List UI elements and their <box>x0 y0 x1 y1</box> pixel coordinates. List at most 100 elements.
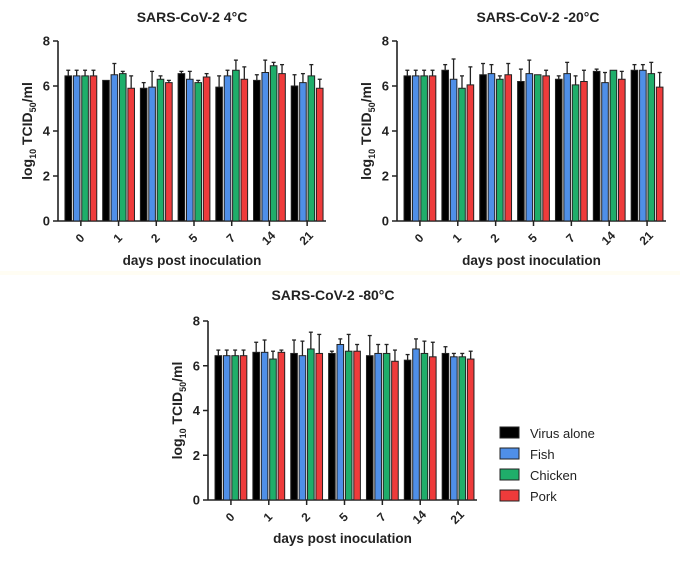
bar-virus-alone-day-1 <box>441 69 449 222</box>
bar-chicken-day-1 <box>458 87 466 222</box>
chart-4c: SARS-CoV-2 4°C 0 2 4 6 8 log10 TCID50/ml 0 1 2 5 7 1… <box>19 9 326 268</box>
chart-panel-minus80c: SARS-CoV-2 -80°C 0 2 4 6 8 log10 TCID50/ml 0 1 2 5… <box>160 278 680 567</box>
bar-fish-day-7 <box>374 352 382 501</box>
bar-chicken-day-0 <box>81 75 89 222</box>
bar-pork-day-7 <box>580 81 588 222</box>
bar-fish-day-5 <box>525 73 534 222</box>
y-tick-label: 0 <box>193 493 200 508</box>
y-tick-label: 8 <box>43 34 50 49</box>
bar-fish-day-14 <box>412 348 420 501</box>
bar-chicken-day-2 <box>496 78 504 222</box>
y-tick-label: 0 <box>382 214 389 229</box>
bar-fish-day-0 <box>411 75 420 222</box>
bar-fish-day-1 <box>110 74 119 222</box>
bar-chicken-day-0 <box>231 355 239 501</box>
panel-divider <box>0 271 680 275</box>
y-tick-label: 2 <box>193 448 200 463</box>
bar-chicken-day-7 <box>232 69 240 222</box>
bar-pork-day-1 <box>466 84 475 222</box>
x-tick-label: 5 <box>186 231 201 246</box>
bar-pork-day-0 <box>428 75 437 222</box>
bar-virus-alone-day-7 <box>215 86 223 222</box>
x-tick-label: 5 <box>336 510 351 525</box>
bar-fish-day-0 <box>222 355 231 501</box>
bar-chicken-day-7 <box>382 352 391 501</box>
bar-fish-day-2 <box>148 86 156 222</box>
x-tick-label: 5 <box>525 231 540 246</box>
bar-virus-alone-day-21 <box>290 85 299 222</box>
bar-chicken-day-14 <box>269 65 278 222</box>
bar-chicken-day-2 <box>307 348 315 501</box>
y-tick-label: 2 <box>382 169 389 184</box>
legend-label-pork: Pork <box>530 489 557 504</box>
legend-swatch-pork <box>499 489 520 502</box>
x-tick-label: 1 <box>261 510 276 525</box>
bar-chicken-day-21 <box>458 356 467 501</box>
chart-panel-4c: SARS-CoV-2 4°C 0 2 4 6 8 log10 TCID50/ml 0 1 2 5 7 1… <box>0 0 340 275</box>
bar-virus-alone-day-21 <box>441 352 450 501</box>
chart-panel-minus20c: SARS-CoV-2 -20°C 0 2 4 6 8 log10 TCID50/ml 0 1 2 5… <box>340 0 680 275</box>
bar-chicken-day-7 <box>571 84 580 222</box>
chart-title: SARS-CoV-2 -20°C <box>476 9 599 25</box>
legend-label-virus-alone: Virus alone <box>530 426 595 441</box>
bar-chicken-day-5 <box>344 350 353 501</box>
x-tick-label: 2 <box>148 231 163 246</box>
bar-chicken-day-14 <box>609 69 618 222</box>
x-tick-label: 14 <box>410 507 430 527</box>
y-axis-label: log10 TCID50/ml <box>169 362 188 460</box>
bar-pork-day-7 <box>240 78 249 222</box>
bar-virus-alone-day-14 <box>403 359 412 501</box>
bar-fish-day-1 <box>260 351 269 501</box>
bar-chicken-day-21 <box>307 75 316 222</box>
x-tick-label: 21 <box>637 228 657 248</box>
bar-virus-alone-day-21 <box>630 69 639 222</box>
chart-title: SARS-CoV-2 4°C <box>137 9 248 25</box>
bar-virus-alone-day-14 <box>253 79 261 222</box>
bar-virus-alone-day-0 <box>403 75 412 222</box>
x-tick-label: 7 <box>224 231 239 246</box>
bar-fish-day-7 <box>563 73 571 222</box>
bar-pork-day-14 <box>278 73 286 222</box>
legend: Virus alone Fish Chicken Pork <box>499 426 595 504</box>
bar-virus-alone-day-5 <box>177 73 186 222</box>
x-tick-label: 21 <box>448 507 468 527</box>
bar-virus-alone-day-5 <box>328 352 336 501</box>
x-tick-label: 2 <box>299 510 314 525</box>
y-tick-label: 4 <box>43 124 51 139</box>
bar-virus-alone-day-1 <box>252 351 260 501</box>
x-axis-label: days post inoculation <box>273 531 412 546</box>
x-tick-label: 1 <box>110 231 125 246</box>
bar-fish-day-7 <box>223 75 232 222</box>
bar-pork-day-5 <box>202 76 211 222</box>
bar-chicken-day-0 <box>420 75 428 222</box>
bar-fish-day-21 <box>450 356 458 501</box>
bar-chicken-day-14 <box>420 352 429 501</box>
y-tick-label: 8 <box>193 314 200 329</box>
bar-virus-alone-day-5 <box>517 81 525 222</box>
y-tick-label: 6 <box>382 79 389 94</box>
bar-chicken-day-5 <box>194 82 202 222</box>
bar-fish-day-14 <box>601 82 609 222</box>
bar-fish-day-1 <box>449 78 458 222</box>
bar-pork-day-5 <box>542 75 550 222</box>
bar-pork-day-1 <box>277 351 286 501</box>
bar-pork-day-7 <box>391 360 399 501</box>
bar-pork-day-21 <box>315 87 324 222</box>
bar-pork-day-21 <box>466 358 475 501</box>
bar-chicken-day-21 <box>647 73 656 222</box>
bar-virus-alone-day-7 <box>554 78 563 222</box>
x-tick-label: 14 <box>259 228 279 248</box>
bar-virus-alone-day-0 <box>64 75 73 222</box>
bar-pork-day-21 <box>655 86 664 222</box>
y-axis-label: log10 TCID50/ml <box>19 82 38 180</box>
x-tick-label: 1 <box>450 231 465 246</box>
bar-pork-day-0 <box>239 355 248 501</box>
legend-swatch-fish <box>499 447 520 460</box>
bar-pork-day-2 <box>165 82 173 222</box>
bar-chicken-day-1 <box>269 358 277 501</box>
y-tick-label: 6 <box>43 79 50 94</box>
x-tick-label: 7 <box>374 510 389 525</box>
y-tick-label: 2 <box>43 169 50 184</box>
bar-fish-day-2 <box>487 73 496 222</box>
legend-label-chicken: Chicken <box>530 468 577 483</box>
